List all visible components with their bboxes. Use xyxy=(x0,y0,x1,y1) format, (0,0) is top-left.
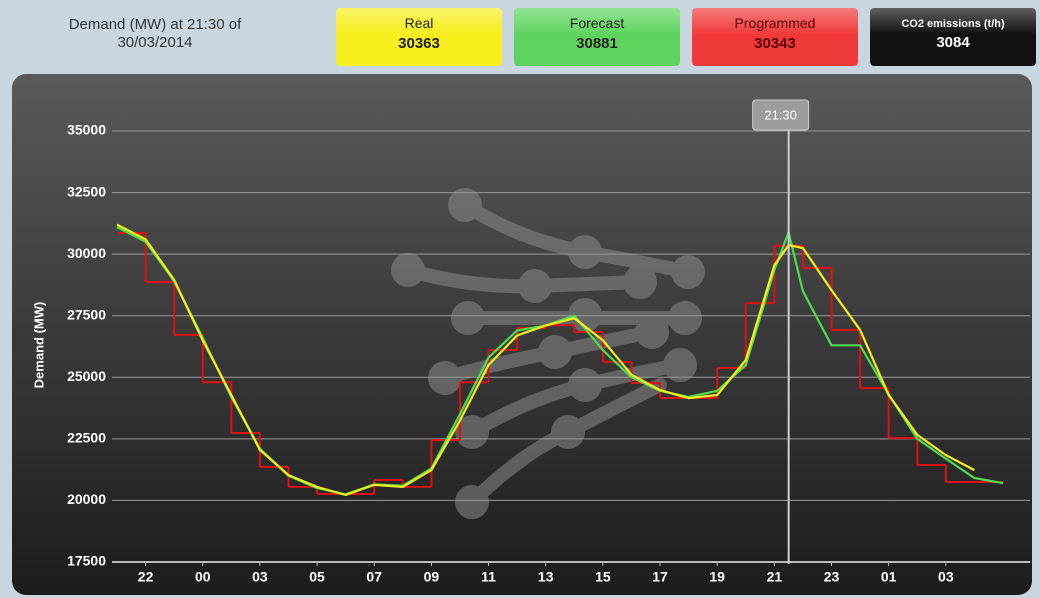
card-label: Real xyxy=(404,15,434,31)
y-tick-label: 32500 xyxy=(67,183,106,199)
x-tick-label: 15 xyxy=(595,569,611,585)
card-value: 30343 xyxy=(754,35,796,52)
card-value: 30363 xyxy=(398,35,440,52)
y-tick-label: 20000 xyxy=(67,491,106,507)
x-tick-label: 00 xyxy=(195,569,211,585)
x-tick-label: 07 xyxy=(366,569,382,585)
card-label: Forecast xyxy=(569,15,625,31)
x-tick-label: 03 xyxy=(252,569,268,585)
x-tick-label: 19 xyxy=(709,569,725,585)
x-tick-label: 05 xyxy=(309,569,325,585)
x-tick-label: 03 xyxy=(938,569,954,585)
y-tick-label: 27500 xyxy=(67,306,106,322)
y-tick-label: 22500 xyxy=(67,430,106,446)
x-tick-label: 17 xyxy=(652,569,668,585)
y-tick-label: 25000 xyxy=(67,368,106,384)
y-tick-label: 35000 xyxy=(67,122,106,138)
time-marker-box xyxy=(752,99,810,131)
y-axis-label: Demand (MW) xyxy=(31,302,46,389)
time-marker-label: 21:30 xyxy=(764,107,797,122)
summary-card: Real 30363 xyxy=(336,8,502,66)
card-value: 3084 xyxy=(936,34,970,51)
series-line xyxy=(116,223,975,497)
x-tick-label: 09 xyxy=(424,569,440,585)
card-label: Programmed xyxy=(734,15,816,31)
x-tick-label: 13 xyxy=(538,569,554,585)
header-title: Demand (MW) at 21:30 of 30/03/2014 xyxy=(68,16,242,51)
card-value: 30881 xyxy=(576,35,618,52)
summary-card: Forecast 30881 xyxy=(514,8,680,66)
x-tick-label: 23 xyxy=(824,569,840,585)
x-tick-label: 21 xyxy=(767,569,783,585)
card-label: CO2 emissions (t/h) xyxy=(901,18,1005,30)
x-tick-label: 11 xyxy=(481,569,496,585)
summary-card: Programmed 30343 xyxy=(692,8,858,66)
y-tick-label: 17500 xyxy=(67,553,106,569)
y-tick-label: 30000 xyxy=(67,245,106,261)
x-tick-label: 22 xyxy=(138,569,154,585)
x-tick-label: 01 xyxy=(881,569,897,585)
summary-card: CO2 emissions (t/h) 3084 xyxy=(870,8,1036,66)
